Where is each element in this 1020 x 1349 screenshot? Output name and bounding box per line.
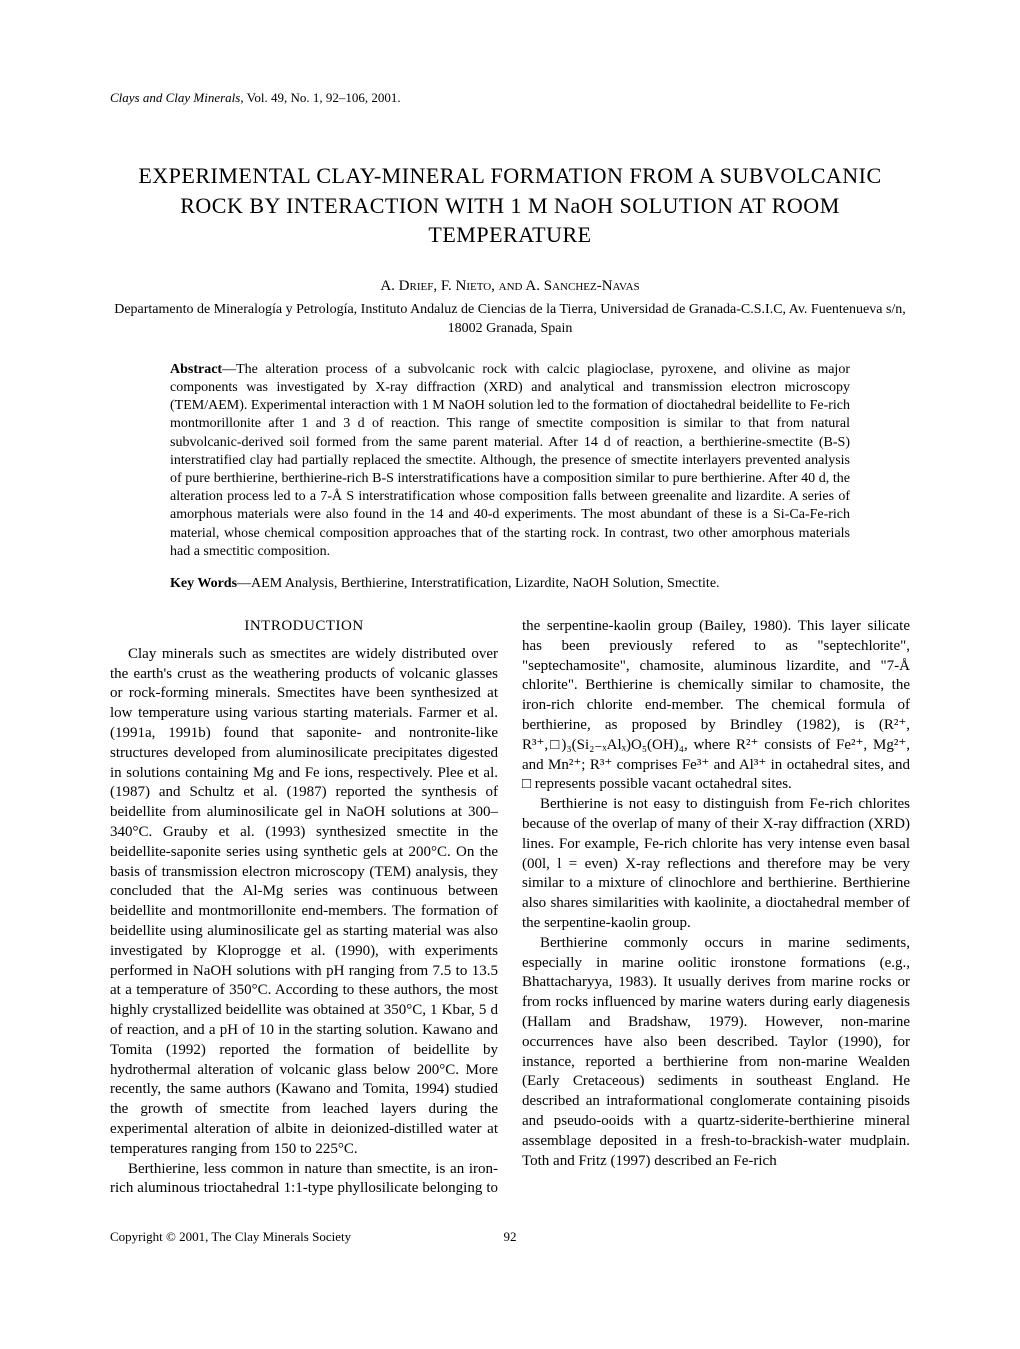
keywords: Key Words—AEM Analysis, Berthierine, Int…: [170, 575, 850, 593]
affiliation: Departamento de Mineralogía y Petrología…: [110, 301, 910, 339]
journal-header: Clays and Clay Minerals, Vol. 49, No. 1,…: [110, 90, 910, 106]
keywords-text: —AEM Analysis, Berthierine, Interstratif…: [237, 576, 720, 591]
journal-volume: Vol. 49, No. 1, 92–106, 2001.: [244, 90, 401, 105]
authors: A. Drief, F. Nieto, and A. Sanchez-Navas: [110, 278, 910, 295]
keywords-label: Key Words: [170, 576, 237, 591]
body-columns: INTRODUCTION Clay minerals such as smect…: [110, 617, 910, 1199]
journal-name: Clays and Clay Minerals,: [110, 90, 244, 105]
abstract-text: —The alteration process of a subvolcanic…: [170, 362, 850, 559]
paper-title: EXPERIMENTAL CLAY-MINERAL FORMATION FROM…: [110, 161, 910, 250]
paragraph: Berthierine commonly occurs in marine se…: [522, 934, 910, 1172]
abstract: Abstract—The alteration process of a sub…: [170, 361, 850, 561]
paragraph: Berthierine is not easy to distinguish f…: [522, 795, 910, 934]
section-heading-introduction: INTRODUCTION: [110, 617, 498, 637]
abstract-label: Abstract: [170, 362, 222, 377]
page-number: 92: [504, 1229, 517, 1245]
page-footer: Copyright © 2001, The Clay Minerals Soci…: [110, 1229, 910, 1245]
copyright-text: Copyright © 2001, The Clay Minerals Soci…: [110, 1229, 351, 1245]
paragraph: Clay minerals such as smectites are wide…: [110, 645, 498, 1160]
